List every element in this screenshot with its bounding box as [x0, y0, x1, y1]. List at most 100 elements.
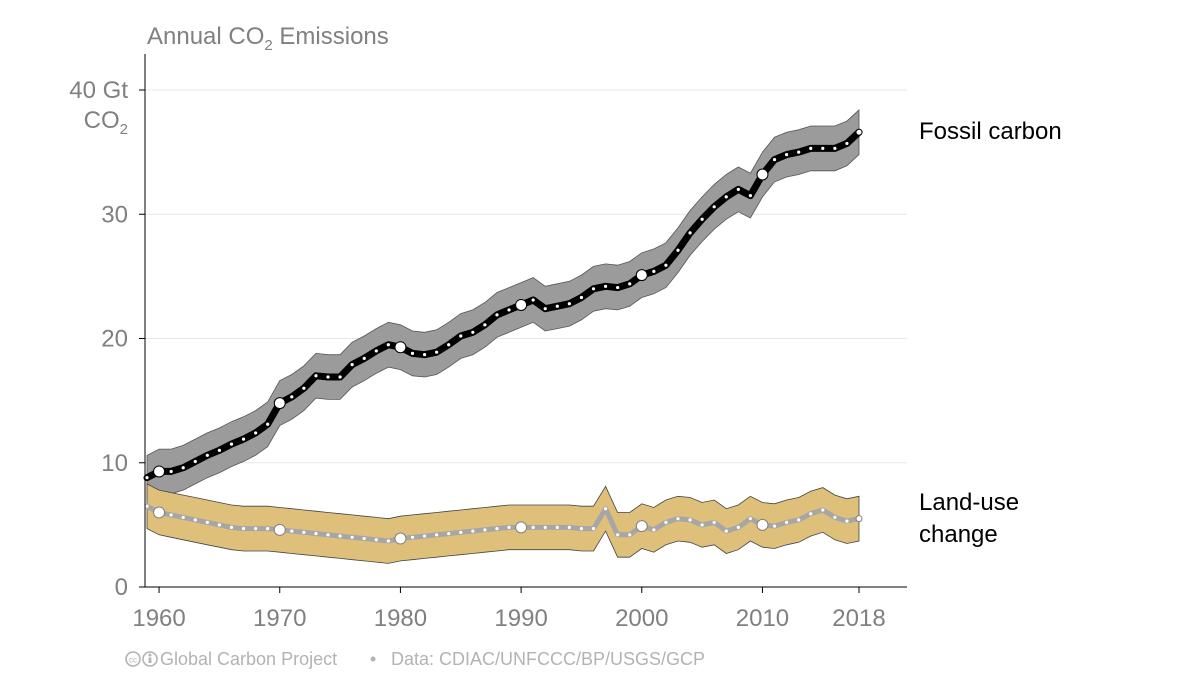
point-fossil-carbon-1973	[314, 374, 318, 378]
point-fossil-carbon-1977	[362, 356, 366, 360]
point-fossil-carbon-2005	[700, 217, 704, 221]
point-land-use-change-1961	[169, 513, 173, 517]
point-land-use-change-1983	[435, 533, 439, 537]
point-fossil-carbon-1993	[555, 304, 559, 308]
point-land-use-change-1995	[579, 527, 584, 531]
point-fossil-carbon-2001	[652, 269, 656, 274]
point-fossil-carbon-1982	[422, 353, 427, 357]
x-tick-label-1970: 1970	[253, 605, 306, 632]
point-fossil-carbon-1963	[193, 459, 197, 464]
svg-text:cc: cc	[129, 656, 137, 665]
point-fossil-carbon-2012	[784, 153, 789, 157]
point-land-use-change-1982	[422, 534, 427, 538]
point-land-use-change-1986	[471, 529, 475, 533]
line-fossil-carbon	[143, 128, 863, 482]
x-tick-label-1980: 1980	[374, 605, 427, 632]
point-fossil-carbon-2015	[821, 146, 825, 150]
point-land-use-change-2004	[688, 518, 692, 522]
point-land-use-change-1971	[290, 529, 294, 533]
point-land-use-change-1976	[350, 535, 354, 539]
series-labels: Fossil carbon Land-use change	[919, 118, 1062, 548]
point-land-use-change-2009	[748, 517, 752, 521]
point-land-use-change-1996	[591, 527, 596, 531]
uncertainty-band-fossil-carbon	[146, 108, 860, 501]
point-fossil-carbon-2007	[724, 195, 728, 199]
point-land-use-change-1972	[302, 530, 306, 534]
point-fossil-carbon-2004	[688, 231, 692, 235]
marker-land-use-change-1970	[273, 523, 286, 536]
point-land-use-change-2006	[712, 520, 716, 524]
x-tick-label-2010: 2010	[736, 605, 789, 632]
point-land-use-change-1979	[386, 539, 390, 543]
point-fossil-carbon-1988	[495, 313, 499, 317]
point-fossil-carbon-1984	[447, 343, 451, 347]
marker-land-use-change-1980	[394, 532, 407, 545]
point-fossil-carbon-1983	[435, 350, 439, 354]
point-fossil-carbon-1998	[616, 285, 620, 290]
footer-project: Global Carbon Project	[160, 649, 337, 669]
point-fossil-carbon-1991	[531, 298, 535, 302]
point-land-use-change-1975	[338, 534, 342, 538]
point-fossil-carbon-1981	[410, 351, 415, 356]
footer: cc Global Carbon Project • Data: CDIAC/U…	[125, 649, 705, 669]
point-land-use-change-1962	[181, 515, 185, 520]
point-land-use-change-1997	[603, 507, 608, 511]
series-fossil-carbon	[143, 108, 863, 501]
chart-title-main: Annual CO	[147, 23, 264, 50]
point-fossil-carbon-2009	[748, 194, 752, 198]
x-axis-ticks: 1960 1970 1980 1990 2000 2010 2018	[132, 587, 886, 632]
marker-fossil-carbon-1990	[515, 298, 528, 311]
y-tick-label-20: 20	[101, 326, 128, 353]
marker-fossil-carbon-2018	[855, 128, 863, 136]
x-tick-label-1990: 1990	[494, 605, 547, 632]
marker-land-use-change-1960	[153, 506, 166, 519]
point-land-use-change-1963	[193, 518, 197, 522]
point-land-use-change-1981	[410, 535, 415, 539]
point-fossil-carbon-1959	[145, 476, 149, 480]
point-land-use-change-2005	[700, 523, 704, 527]
marker-land-use-change-2000	[635, 520, 648, 533]
point-fossil-carbon-2008	[736, 187, 740, 191]
y-tick-label-30: 30	[101, 201, 128, 228]
marker-fossil-carbon-2010	[756, 168, 769, 181]
marker-land-use-change-1990	[515, 521, 528, 534]
point-fossil-carbon-1971	[290, 395, 294, 399]
point-fossil-carbon-1978	[374, 349, 378, 353]
point-fossil-carbon-2017	[845, 141, 849, 146]
y-unit-subscript: 2	[120, 121, 128, 138]
point-land-use-change-1987	[483, 528, 487, 532]
point-fossil-carbon-1969	[266, 422, 270, 426]
y-tick-label-10: 10	[101, 450, 128, 477]
point-land-use-change-2012	[784, 520, 789, 524]
y-unit-label-line2: CO2	[84, 107, 128, 138]
point-fossil-carbon-1995	[579, 295, 584, 300]
point-fossil-carbon-2011	[772, 157, 777, 162]
point-land-use-change-1974	[326, 533, 330, 537]
chart-title-subscript: 2	[264, 37, 272, 54]
point-fossil-carbon-1961	[169, 469, 173, 474]
y-unit-label-line1: 40 Gt	[69, 77, 128, 104]
series-land-use-change	[144, 483, 863, 564]
chart-title-tail: Emissions	[273, 23, 389, 50]
point-land-use-change-1998	[616, 533, 620, 537]
point-fossil-carbon-2013	[797, 150, 801, 154]
gridlines	[145, 89, 907, 464]
y-unit-main: CO	[84, 107, 120, 134]
point-land-use-change-2002	[664, 520, 668, 524]
point-land-use-change-1966	[229, 525, 234, 529]
point-fossil-carbon-1964	[205, 453, 209, 457]
marker-fossil-carbon-1970	[273, 397, 286, 410]
point-fossil-carbon-1976	[350, 362, 354, 367]
point-land-use-change-1959	[145, 504, 149, 508]
point-fossil-carbon-1979	[386, 343, 390, 347]
marker-fossil-carbon-1960	[153, 465, 166, 478]
point-fossil-carbon-1999	[628, 282, 632, 286]
point-land-use-change-1968	[254, 527, 258, 531]
point-fossil-carbon-2014	[809, 146, 813, 150]
series-layer	[143, 108, 863, 564]
point-land-use-change-2001	[652, 528, 656, 532]
point-land-use-change-1991	[531, 525, 535, 529]
point-fossil-carbon-2002	[664, 263, 668, 267]
x-tick-label-2000: 2000	[615, 605, 668, 632]
point-fossil-carbon-2006	[712, 205, 716, 209]
